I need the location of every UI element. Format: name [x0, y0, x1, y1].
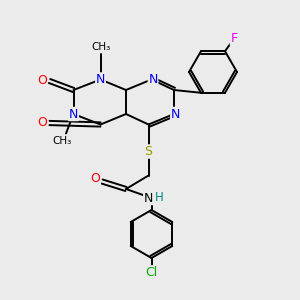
Text: N: N: [148, 73, 158, 86]
Text: N: N: [144, 191, 153, 205]
Text: N: N: [96, 73, 105, 86]
Text: CH₃: CH₃: [91, 41, 110, 52]
Text: N: N: [69, 107, 78, 121]
Text: H: H: [154, 190, 164, 204]
Text: S: S: [145, 145, 152, 158]
Text: CH₃: CH₃: [52, 136, 71, 146]
Text: O: O: [37, 74, 47, 88]
Text: Cl: Cl: [146, 266, 158, 279]
Text: O: O: [37, 116, 47, 130]
Text: O: O: [91, 172, 100, 185]
Text: F: F: [230, 32, 238, 45]
Text: N: N: [171, 107, 180, 121]
